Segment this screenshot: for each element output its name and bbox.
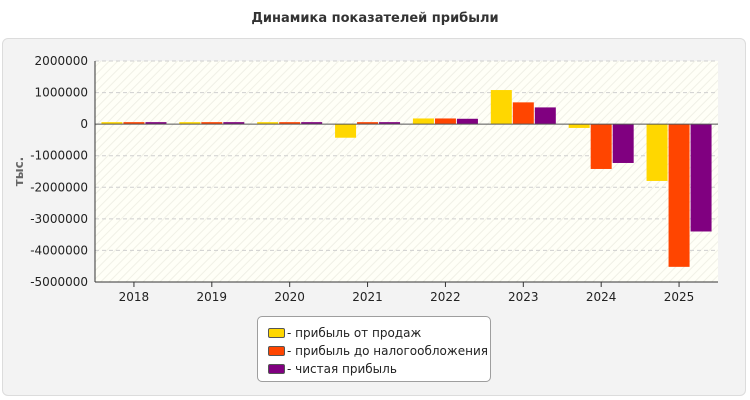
bar-series-3 <box>612 124 634 163</box>
bar-series-2 <box>512 102 534 125</box>
x-tick-label: 2018 <box>119 290 150 304</box>
bar-series-3 <box>534 107 556 125</box>
legend-swatch-pretax-profit <box>268 346 285 356</box>
chart-legend: - прибыль от продаж - прибыль до налогоо… <box>257 316 491 382</box>
bar-series-1 <box>101 122 123 125</box>
bar-series-2 <box>668 124 690 267</box>
bar-series-1 <box>257 122 279 125</box>
x-tick-label: 2021 <box>352 290 383 304</box>
legend-item-sales-profit: - прибыль от продаж <box>268 324 490 342</box>
x-tick-label: 2024 <box>586 290 617 304</box>
y-tick-label: -1000000 <box>30 149 88 163</box>
bar-series-1 <box>646 124 668 181</box>
legend-label-sales-profit: - прибыль от продаж <box>287 326 422 340</box>
legend-label-net-profit: - чистая прибыль <box>287 362 397 376</box>
bar-series-1 <box>335 124 357 138</box>
x-tick-label: 2020 <box>274 290 305 304</box>
bar-series-2 <box>279 122 301 125</box>
bar-series-3 <box>379 122 401 125</box>
y-tick-label: 0 <box>80 117 88 131</box>
x-tick-label: 2025 <box>664 290 695 304</box>
legend-item-pretax-profit: - прибыль до налогообложения <box>268 342 490 360</box>
bar-series-3 <box>456 118 478 125</box>
bar-series-2 <box>434 118 456 125</box>
bar-series-3 <box>223 122 245 125</box>
y-tick-label: 2000000 <box>35 54 88 68</box>
bar-series-1 <box>490 90 512 125</box>
x-tick-label: 2022 <box>430 290 461 304</box>
y-tick-label: 1000000 <box>35 86 88 100</box>
y-tick-label: -2000000 <box>30 180 88 194</box>
bar-series-2 <box>590 124 612 169</box>
y-axis-title: тыс. <box>12 157 26 186</box>
y-tick-label: -4000000 <box>30 243 88 257</box>
bar-series-2 <box>357 122 379 125</box>
chart-title: Динамика показателей прибыли <box>251 11 499 26</box>
bar-series-3 <box>301 122 323 125</box>
bar-series-2 <box>123 122 145 125</box>
y-tick-label: -3000000 <box>30 212 88 226</box>
bar-series-3 <box>145 122 167 125</box>
y-tick-label: -5000000 <box>30 275 88 289</box>
bar-series-2 <box>201 122 223 125</box>
legend-swatch-sales-profit <box>268 328 285 338</box>
bar-series-3 <box>690 124 712 232</box>
legend-label-pretax-profit: - прибыль до налогообложения <box>287 344 488 358</box>
plot-hatch <box>95 61 718 282</box>
bar-series-1 <box>568 124 590 128</box>
bar-series-1 <box>179 122 201 125</box>
x-tick-label: 2023 <box>508 290 539 304</box>
x-tick-label: 2019 <box>197 290 228 304</box>
legend-swatch-net-profit <box>268 364 285 374</box>
legend-item-net-profit: - чистая прибыль <box>268 360 490 378</box>
bar-series-1 <box>412 118 434 125</box>
